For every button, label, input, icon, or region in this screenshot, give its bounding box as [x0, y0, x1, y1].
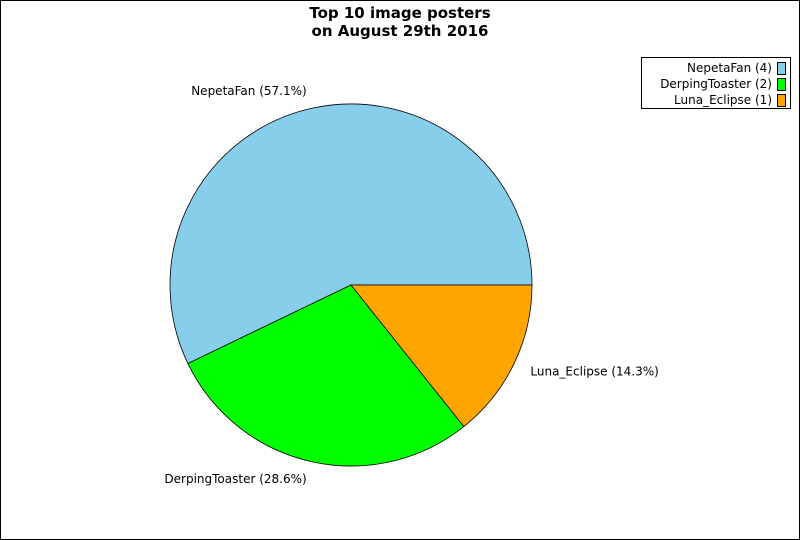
pie-label-derpingtoaster: DerpingToaster (28.6%)	[164, 472, 306, 486]
legend-swatch-nepetafan	[777, 61, 786, 75]
chart-title-line-1: Top 10 image posters	[309, 4, 491, 22]
pie-slice-nepetafan	[169, 103, 533, 365]
pie-label-luna-eclipse: Luna_Eclipse (14.3%)	[530, 364, 658, 378]
pie-slice-luna-eclipse	[350, 284, 533, 428]
legend-item-derpingtoaster: DerpingToaster (2)	[642, 76, 786, 92]
legend-label-derpingtoaster: DerpingToaster (2)	[660, 77, 772, 91]
legend-swatch-luna-eclipse	[777, 93, 786, 107]
legend-item-nepetafan: NepetaFan (4)	[642, 60, 786, 76]
legend-label-luna-eclipse: Luna_Eclipse (1)	[674, 93, 772, 107]
pie-slice-derpingtoaster	[187, 284, 465, 467]
legend-swatch-derpingtoaster	[777, 77, 786, 91]
chart-title: Top 10 image posters on August 29th 2016	[1, 4, 799, 40]
legend-label-nepetafan: NepetaFan (4)	[687, 61, 772, 75]
chart-title-line-2: on August 29th 2016	[311, 22, 489, 40]
chart-legend: NepetaFan (4) DerpingToaster (2) Luna_Ec…	[641, 57, 791, 109]
legend-item-luna-eclipse: Luna_Eclipse (1)	[642, 92, 786, 108]
pie-label-nepetafan: NepetaFan (57.1%)	[191, 84, 306, 98]
